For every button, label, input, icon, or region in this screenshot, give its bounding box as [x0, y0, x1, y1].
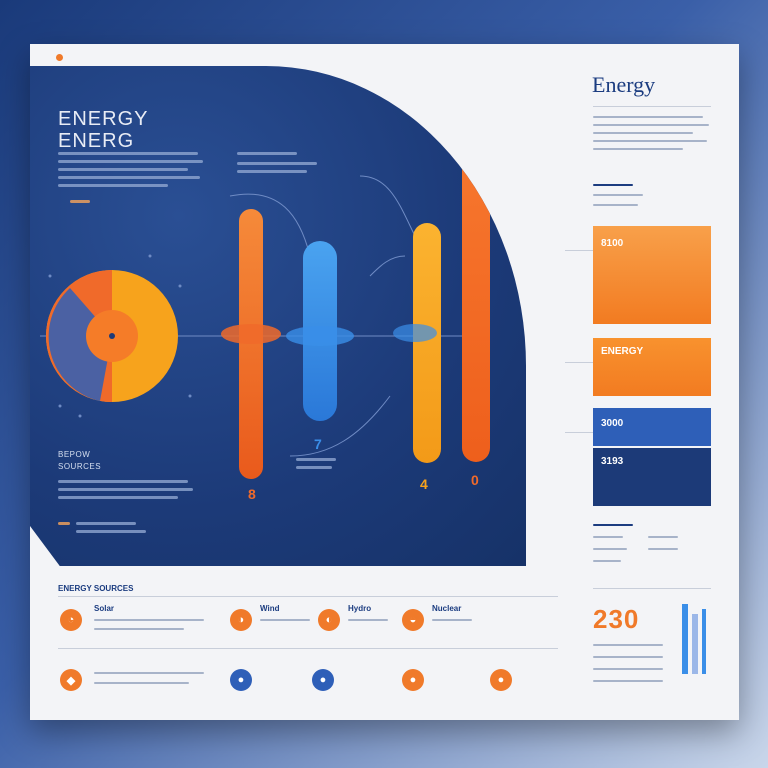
card-2-label: ENERGY [601, 346, 644, 357]
bar-3 [393, 223, 441, 463]
bar-2-value: 7 [314, 436, 322, 452]
bottom-row-header: ENERGY SOURCES [58, 584, 134, 593]
hydro-icon: ◐ [318, 609, 340, 631]
bottom-icon-4: ● [402, 669, 424, 691]
card-3: 3000 [593, 408, 711, 446]
right-title: Energy [592, 72, 656, 97]
card-2: ENERGY [593, 338, 711, 396]
panel-title-line2: ENERG [58, 130, 135, 152]
solar-icon: ◔ [60, 609, 82, 631]
bottom-item-1: Solar [94, 604, 115, 613]
bottom-icon-3: ● [312, 669, 334, 691]
bottom-item-3: Hydro [348, 604, 372, 613]
card-4: 3193 [593, 448, 711, 506]
bar-4-value: 0 [471, 472, 479, 488]
wind-icon: ◑ [230, 609, 252, 631]
donut-graphic [46, 270, 178, 402]
bottom-icon-2: ● [230, 669, 252, 691]
panel-bottom-label-1: BEPOW [58, 450, 91, 459]
bottom-icon-1: ◆ [60, 669, 82, 691]
bar-1-value: 8 [248, 486, 256, 502]
nuclear-icon: ◒ [402, 609, 424, 631]
panel-title-line1: ENERGY [58, 108, 149, 130]
stat-number: 230 [593, 604, 640, 634]
brand-dot [56, 54, 63, 61]
card-4-label: 3193 [601, 456, 624, 467]
bar-3-value: 4 [420, 476, 428, 492]
card-1-label: 8100 [601, 238, 624, 249]
bar-2 [286, 241, 354, 421]
card-1: 8100 [593, 226, 711, 324]
panel-graphics [40, 110, 490, 479]
card-3-label: 3000 [601, 418, 624, 429]
bottom-icon-5: ● [490, 669, 512, 691]
bar-4 [462, 110, 490, 462]
energy-panel: ENERGY ENERG BEPOW SOURCES 8 7 4 0 [30, 66, 526, 566]
bottom-item-2: Wind [260, 604, 280, 613]
bar-1 [221, 209, 281, 479]
panel-bottom-label-2: SOURCES [58, 462, 102, 471]
bottom-item-4: Nuclear [432, 604, 462, 613]
panel-title: ENERGY ENERG [58, 108, 148, 152]
infographic-board: ENERGY ENERG BEPOW SOURCES 8 7 4 0 Energ… [30, 44, 739, 720]
